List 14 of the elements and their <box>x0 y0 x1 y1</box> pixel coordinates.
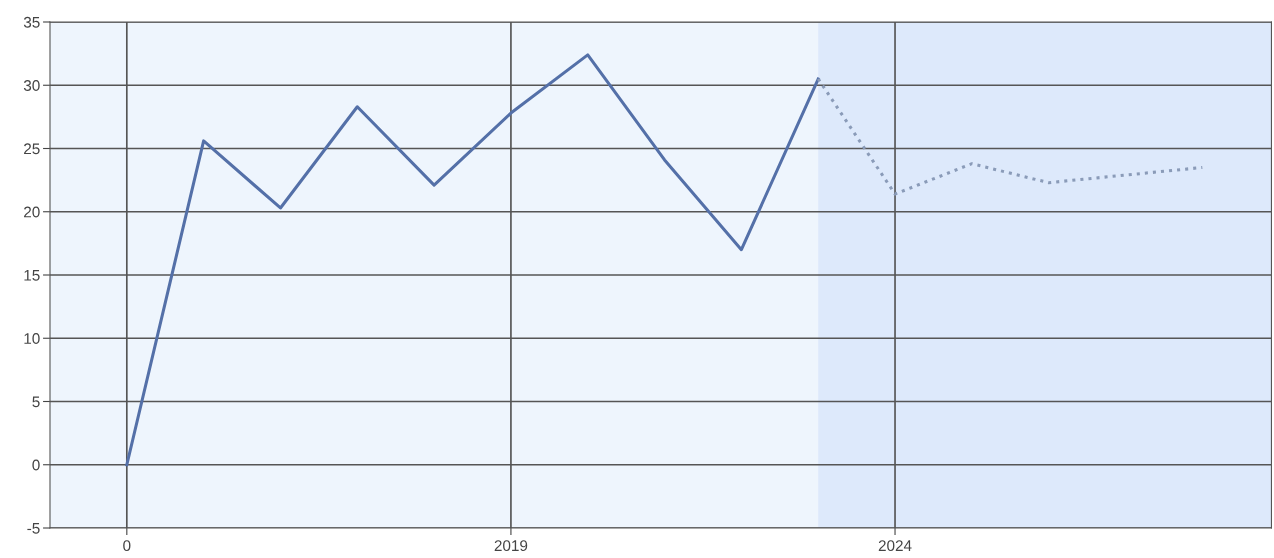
x-tick-label: 2024 <box>878 540 912 552</box>
y-tick-label: 5 <box>32 396 40 408</box>
y-tick-label: 35 <box>23 16 40 28</box>
y-tick-label: 30 <box>23 80 40 91</box>
y-tick-label: 15 <box>24 270 40 281</box>
x-tick-label: 2019 <box>494 540 528 552</box>
y-tick-label: -5 <box>27 523 40 534</box>
y-tick-label: 25 <box>24 143 40 155</box>
line-series <box>125 53 820 467</box>
y-tick-label: 10 <box>24 333 40 344</box>
line-series <box>816 77 1204 196</box>
x-tick-label: 0 <box>123 540 131 552</box>
y-tick-label: 0 <box>32 459 40 471</box>
y-tick-label: 20 <box>24 206 40 218</box>
